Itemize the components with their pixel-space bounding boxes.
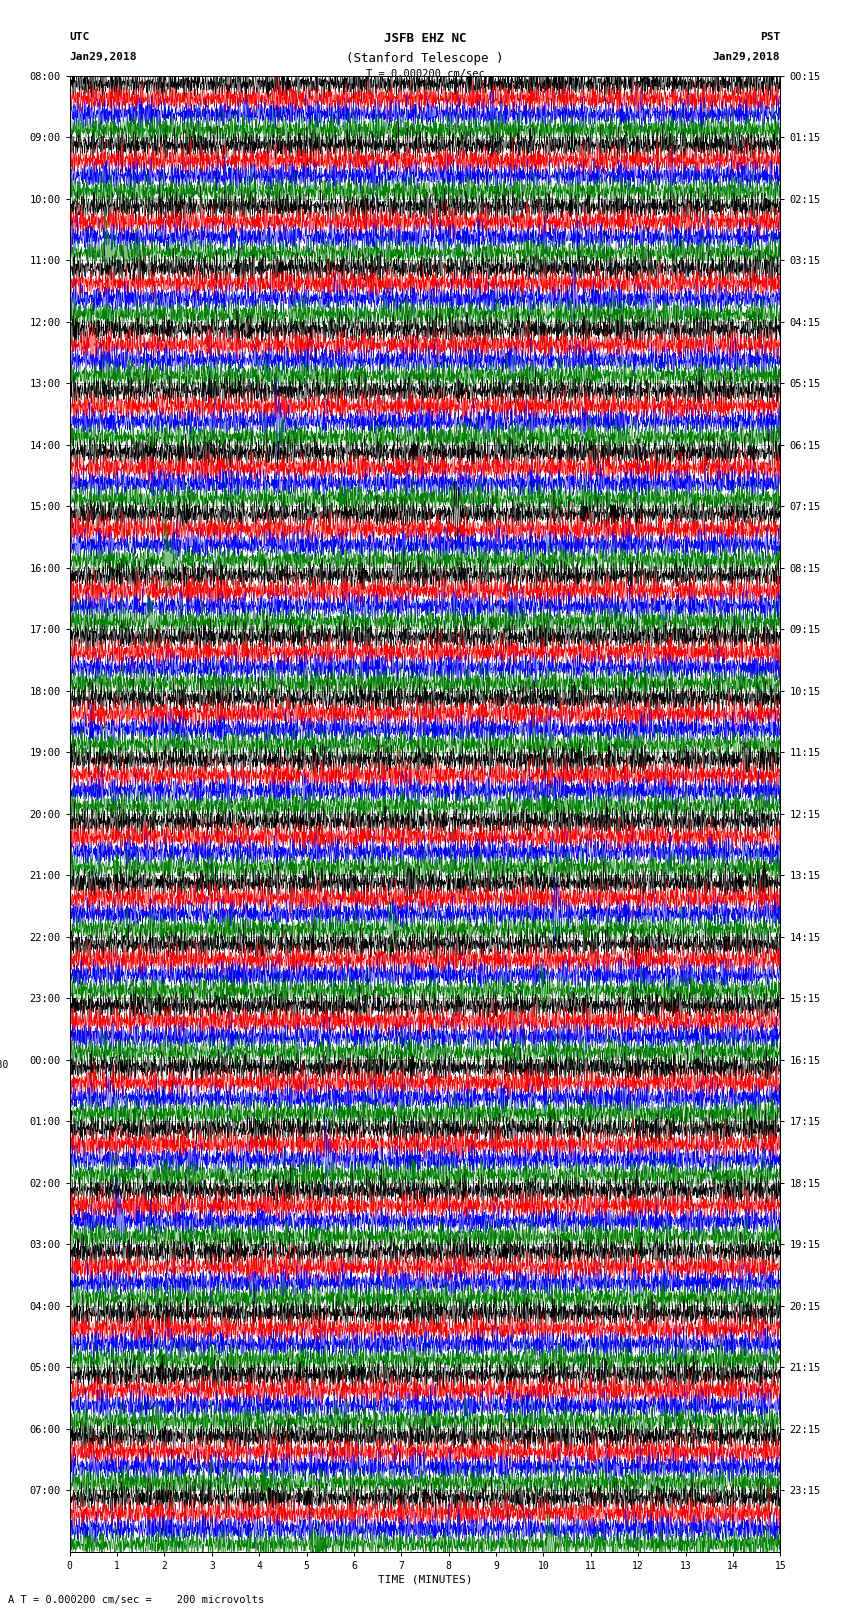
Text: JSFB EHZ NC: JSFB EHZ NC bbox=[383, 32, 467, 45]
Text: T = 0.000200 cm/sec: T = 0.000200 cm/sec bbox=[366, 69, 484, 79]
Text: (Stanford Telescope ): (Stanford Telescope ) bbox=[346, 52, 504, 65]
Text: Jan30: Jan30 bbox=[0, 1060, 9, 1069]
Text: PST: PST bbox=[760, 32, 780, 42]
Text: UTC: UTC bbox=[70, 32, 90, 42]
Text: A T = 0.000200 cm/sec =    200 microvolts: A T = 0.000200 cm/sec = 200 microvolts bbox=[8, 1595, 264, 1605]
X-axis label: TIME (MINUTES): TIME (MINUTES) bbox=[377, 1574, 473, 1586]
Text: Jan29,2018: Jan29,2018 bbox=[713, 52, 780, 61]
Text: Jan29,2018: Jan29,2018 bbox=[70, 52, 137, 61]
